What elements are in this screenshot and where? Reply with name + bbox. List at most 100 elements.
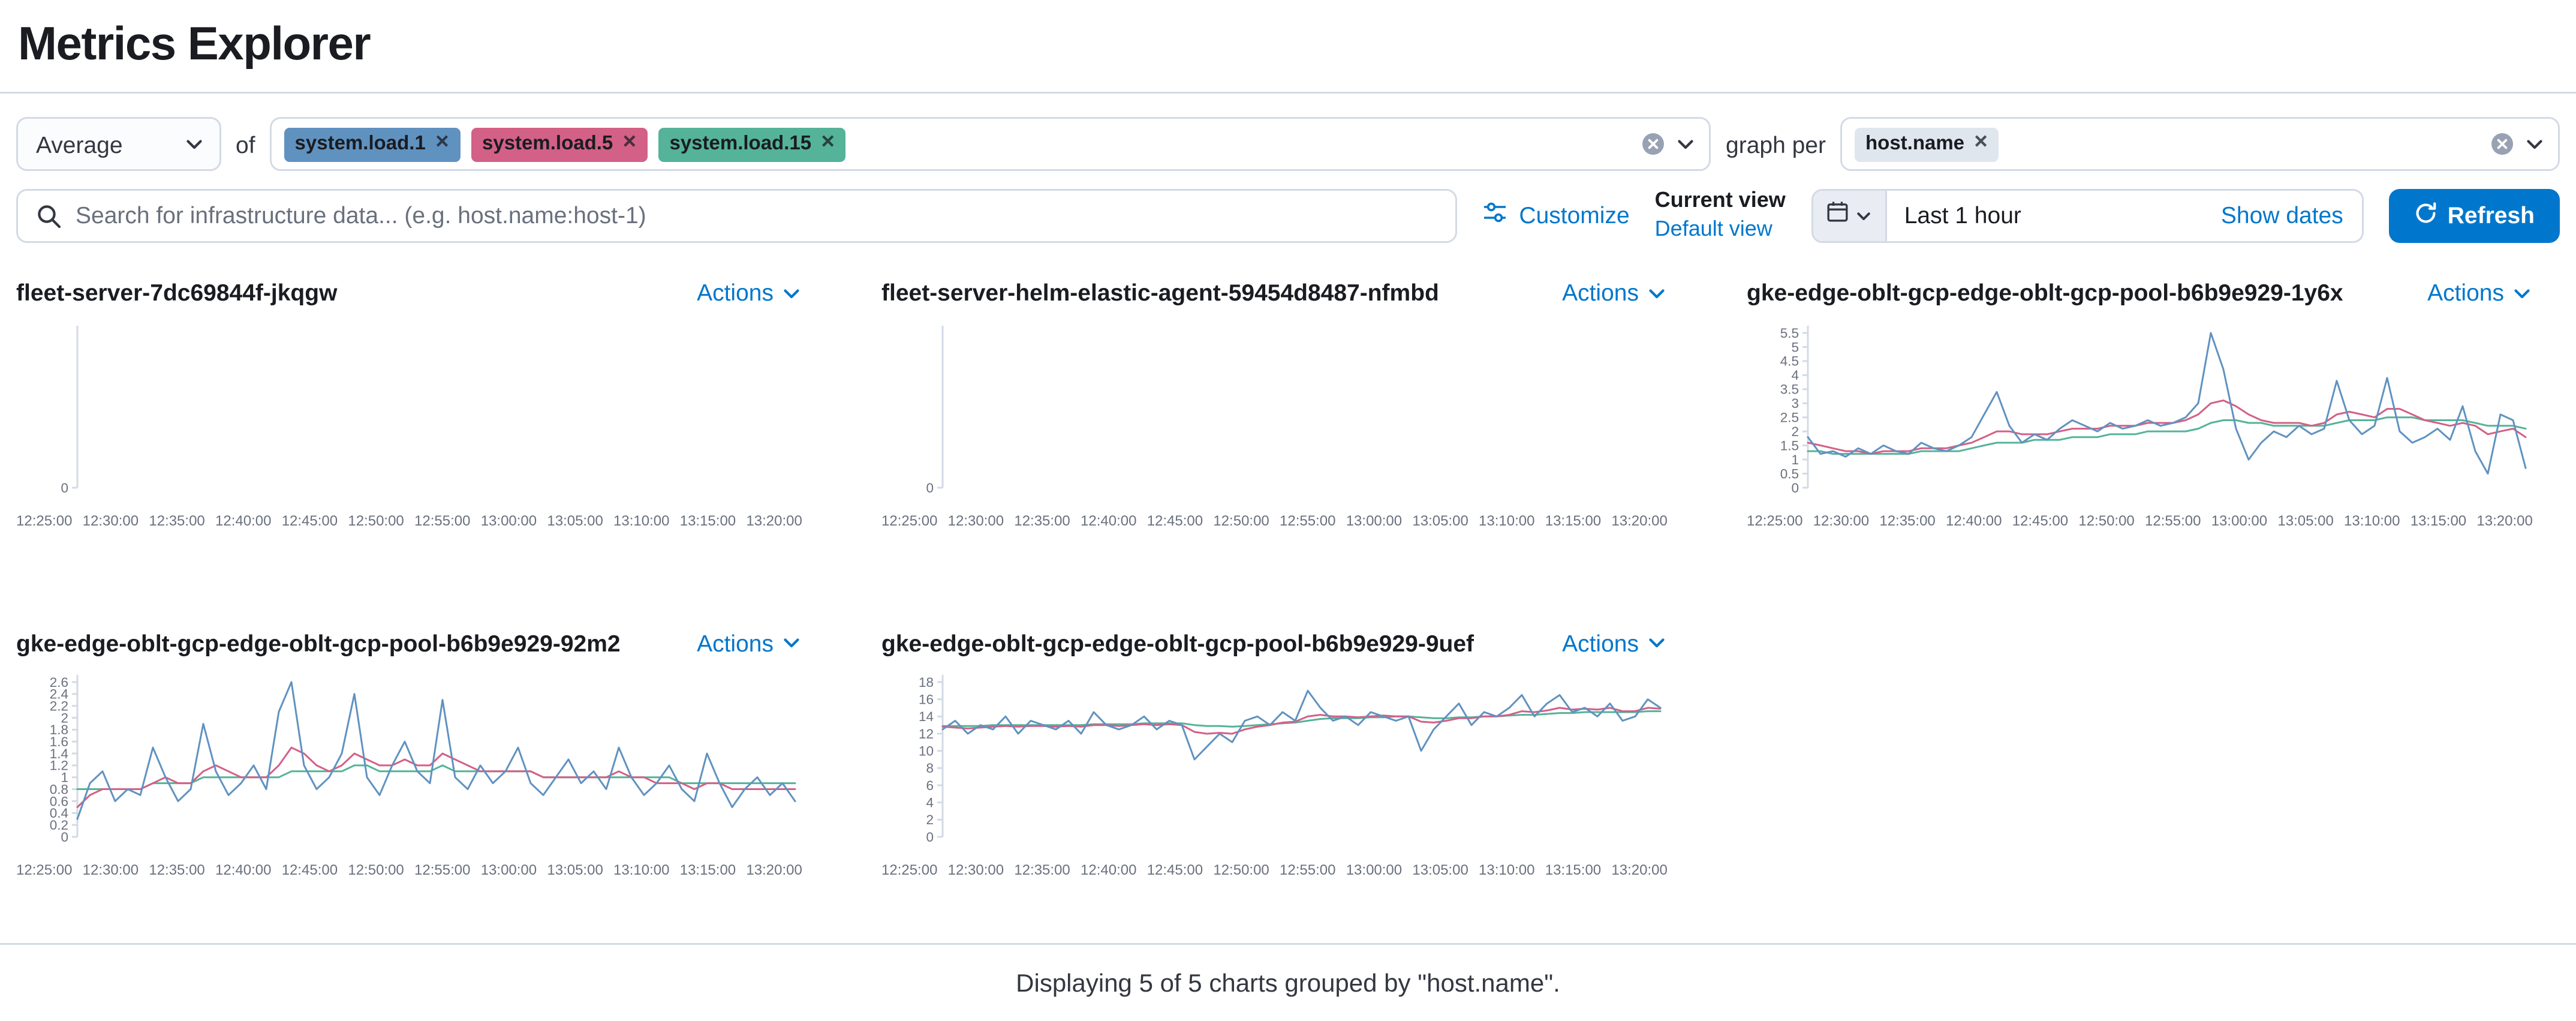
x-tick-label: 13:05:00 xyxy=(1412,512,1468,529)
chart-actions-button[interactable]: Actions xyxy=(697,629,802,656)
chevron-down-icon xyxy=(183,133,205,155)
remove-metric-icon[interactable]: ✕ xyxy=(622,133,637,153)
filter-badge: system.load.15 ✕ xyxy=(658,127,847,161)
chart-actions-button[interactable]: Actions xyxy=(1562,280,1668,307)
svg-text:0: 0 xyxy=(61,480,68,495)
svg-text:2: 2 xyxy=(61,711,68,726)
remove-metric-icon[interactable]: ✕ xyxy=(820,133,836,153)
x-tick-label: 13:20:00 xyxy=(746,512,802,529)
line-chart: 00.511.522.533.544.555.5 xyxy=(1780,325,2527,495)
x-tick-label: 13:15:00 xyxy=(679,863,736,879)
x-tick-label: 13:00:00 xyxy=(1346,863,1403,879)
x-tick-label: 13:00:00 xyxy=(480,512,537,529)
show-dates-button[interactable]: Show dates xyxy=(2220,202,2343,229)
time-range-value[interactable]: Last 1 hour xyxy=(1904,202,2021,229)
svg-text:4: 4 xyxy=(926,796,934,811)
x-tick-label: 13:15:00 xyxy=(2410,512,2467,529)
line-chart: 0 2 4 6 8 10 12 14 16 18 xyxy=(919,675,1662,845)
svg-text:1.4: 1.4 xyxy=(50,747,68,762)
x-tick-label: 13:20:00 xyxy=(2476,512,2533,529)
metrics-combobox[interactable]: system.load.1 ✕ system.load.5 ✕ system.load.… xyxy=(269,117,1712,171)
groupby-badges: host.name ✕ xyxy=(1855,127,2481,161)
x-tick-label: 12:55:00 xyxy=(414,512,471,529)
svg-text:0: 0 xyxy=(926,480,934,495)
line-chart: 0 xyxy=(926,325,944,495)
x-tick-label: 12:30:00 xyxy=(82,512,139,529)
actions-label: Actions xyxy=(1562,279,1639,307)
chevron-down-icon[interactable] xyxy=(2524,133,2545,155)
badge-label: host.name xyxy=(1865,132,1965,154)
x-tick-label: 12:50:00 xyxy=(2078,512,2135,529)
badge-label: system.load.5 xyxy=(482,132,613,154)
svg-text:16: 16 xyxy=(919,693,934,708)
search-controls-row: Customize Current view Default view Last… xyxy=(16,187,2560,244)
x-tick-label: 12:45:00 xyxy=(1146,863,1203,879)
groupby-combobox[interactable]: host.name ✕ xyxy=(1840,117,2560,171)
svg-text:18: 18 xyxy=(919,675,934,690)
svg-text:5: 5 xyxy=(1791,340,1799,355)
x-tick-label: 12:45:00 xyxy=(281,512,338,529)
svg-text:10: 10 xyxy=(919,744,934,759)
x-tick-label: 13:20:00 xyxy=(1611,863,1668,879)
badge-label: system.load.1 xyxy=(294,132,426,154)
x-tick-label: 12:30:00 xyxy=(947,863,1004,879)
chart-card: gke-edge-oblt-gcp-edge-oblt-gcp-pool-b6b… xyxy=(1747,280,2533,529)
svg-text:2.4: 2.4 xyxy=(50,687,68,702)
actions-label: Actions xyxy=(697,629,774,657)
calendar-icon-button[interactable] xyxy=(1812,190,1886,241)
svg-text:0.2: 0.2 xyxy=(50,818,68,833)
chart-actions-button[interactable]: Actions xyxy=(1562,629,1668,656)
x-tick-label: 12:25:00 xyxy=(881,512,938,529)
svg-text:2.6: 2.6 xyxy=(50,675,68,690)
toolbar: Average of system.load.1 ✕ system.load.5 ✕ s… xyxy=(0,94,2576,244)
clear-metrics-icon[interactable] xyxy=(1641,131,1666,157)
svg-text:1.8: 1.8 xyxy=(50,723,68,738)
remove-groupby-icon[interactable]: ✕ xyxy=(1973,133,1989,153)
chevron-down-icon[interactable] xyxy=(1675,133,1697,155)
svg-text:3: 3 xyxy=(1791,395,1799,410)
x-tick-label: 12:30:00 xyxy=(82,863,139,879)
svg-text:3.5: 3.5 xyxy=(1780,382,1799,397)
svg-text:0: 0 xyxy=(1791,480,1799,495)
search-input[interactable] xyxy=(76,202,1439,229)
chart-title: fleet-server-7dc69844f-jkqgw xyxy=(16,279,338,307)
aggregation-select[interactable]: Average xyxy=(16,117,221,171)
sliders-icon xyxy=(1483,200,1508,230)
actions-label: Actions xyxy=(2427,279,2504,307)
header-divider xyxy=(0,92,2576,94)
chart-title: gke-edge-oblt-gcp-edge-oblt-gcp-pool-b6b… xyxy=(881,629,1474,657)
svg-text:0.4: 0.4 xyxy=(50,806,68,821)
chevron-down-icon xyxy=(2511,282,2533,304)
remove-metric-icon[interactable]: ✕ xyxy=(434,133,450,153)
metric-badges: system.load.1 ✕ system.load.5 ✕ system.load.… xyxy=(284,127,1633,161)
chart-card: gke-edge-oblt-gcp-edge-oblt-gcp-pool-b6b… xyxy=(881,629,1668,879)
svg-text:6: 6 xyxy=(926,779,934,794)
chart-actions-button[interactable]: Actions xyxy=(2427,280,2533,307)
x-tick-label: 12:40:00 xyxy=(1946,512,2002,529)
refresh-button[interactable]: Refresh xyxy=(2388,188,2560,242)
clear-groupby-icon[interactable] xyxy=(2490,131,2515,157)
chart-card: fleet-server-helm-elastic-agent-59454d84… xyxy=(881,280,1668,529)
x-tick-label: 12:55:00 xyxy=(1280,863,1336,879)
x-tick-label: 12:40:00 xyxy=(1081,863,1137,879)
x-axis-labels: 12:25:00 12:30:00 12:35:00 12:40:00 12:45:00… xyxy=(16,512,802,528)
view-switcher: Current view Default view xyxy=(1655,187,1786,244)
x-axis-labels: 12:25:00 12:30:00 12:35:00 12:40:00 12:45:00… xyxy=(881,863,1668,879)
customize-button[interactable]: Customize xyxy=(1483,200,1630,230)
chart-title: gke-edge-oblt-gcp-edge-oblt-gcp-pool-b6b… xyxy=(1747,279,2343,307)
x-tick-label: 12:55:00 xyxy=(2145,512,2201,529)
actions-label: Actions xyxy=(1562,629,1639,657)
x-tick-label: 13:15:00 xyxy=(1545,863,1602,879)
x-tick-label: 12:30:00 xyxy=(947,512,1004,529)
svg-text:1.5: 1.5 xyxy=(1780,438,1799,453)
x-tick-label: 12:35:00 xyxy=(1014,512,1070,529)
svg-text:0.5: 0.5 xyxy=(1780,466,1799,481)
svg-text:1: 1 xyxy=(1791,452,1799,467)
x-tick-label: 13:15:00 xyxy=(679,512,736,529)
default-view-link[interactable]: Default view xyxy=(1654,215,1772,241)
x-tick-label: 13:10:00 xyxy=(613,512,670,529)
charts-summary: Displaying 5 of 5 charts grouped by "hos… xyxy=(1016,969,1560,998)
chart-actions-button[interactable]: Actions xyxy=(697,280,802,307)
svg-text:2: 2 xyxy=(926,813,934,828)
svg-text:2: 2 xyxy=(1791,424,1799,439)
